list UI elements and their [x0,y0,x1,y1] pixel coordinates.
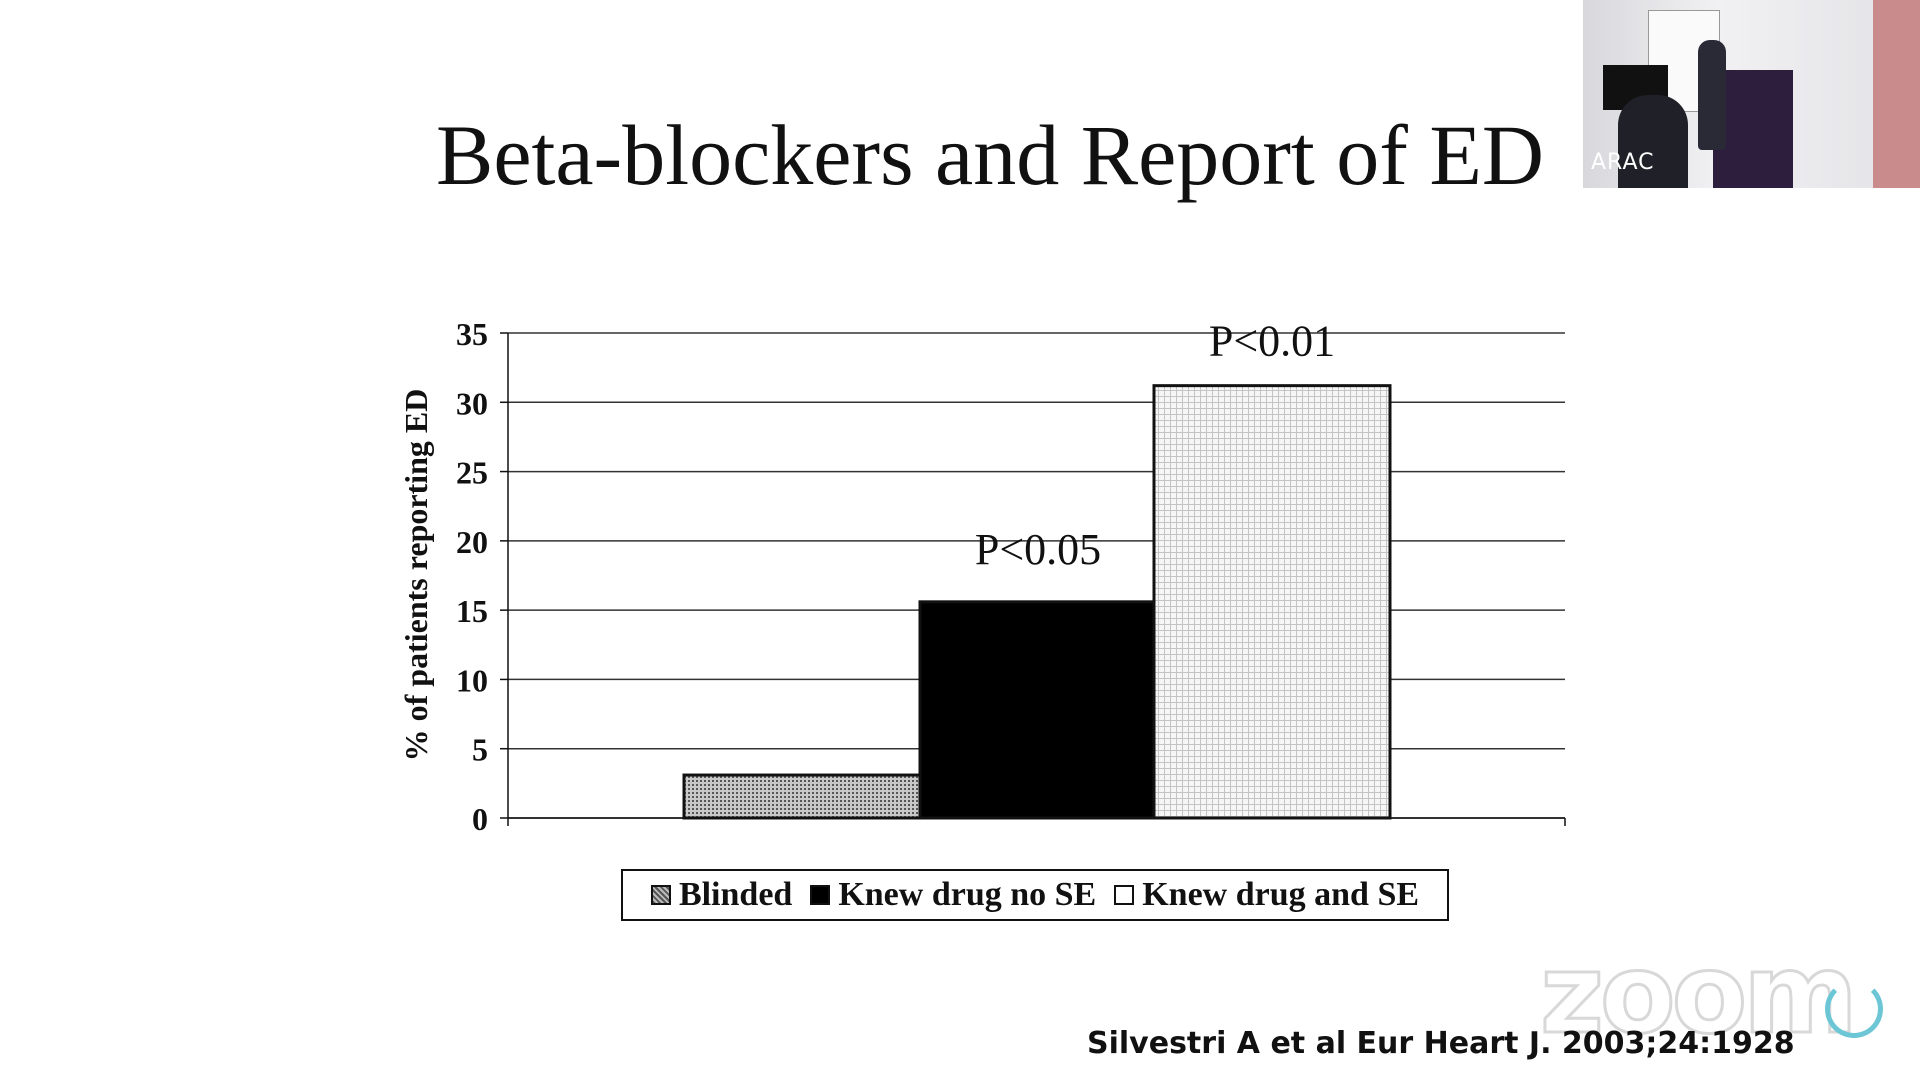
video-podium [1713,70,1793,188]
bar-knew-drug-and-se [1152,384,1392,820]
legend-label-knew-drug-and-se: Knew drug and SE [1142,876,1420,913]
speaker-video-thumbnail[interactable] [1583,0,1920,188]
legend-swatch-knew-drug-and-se [1114,885,1135,905]
legend-swatch-knew-drug-no-se [810,885,831,905]
y-tick-label-10: 10 [456,662,488,698]
y-tick-label-30: 30 [456,385,488,421]
y-tick-label-0: 0 [472,801,488,837]
legend-label-blinded: Blinded [678,876,793,913]
y-tick-label-25: 25 [456,455,488,491]
y-tick-labels: 0 5 10 15 20 25 30 35 [456,316,488,837]
zoom-watermark: zoom [1539,929,1860,1060]
y-axis-label: % of patients reporting ED [398,389,434,762]
video-pillar [1873,0,1920,188]
bars [682,384,1392,820]
annotation-bar-knew-drug-no-se: P<0.05 [975,525,1101,574]
organization-logo-icon [1825,980,1883,1038]
speaker-name-label: ARAC [1591,150,1655,175]
bar-annotations: P<0.05 P<0.01 [975,317,1335,574]
slide-citation: Silvestri A et al Eur Heart J. 2003;24:1… [1087,1026,1795,1061]
bar-knew-drug-no-se [918,600,1158,820]
legend-swatch-blinded [650,885,671,905]
y-tick-label-35: 35 [456,316,488,352]
y-tick-label-15: 15 [456,593,488,629]
legend-label-knew-drug-no-se: Knew drug no SE [838,876,1097,913]
slide-title: Beta-blockers and Report of ED [435,107,1545,203]
video-camera-operator [1618,95,1688,188]
y-tick-label-5: 5 [472,732,488,768]
bar-blinded [682,773,922,820]
legend-item-knew-drug-no-se: Knew drug no SE [810,876,1096,914]
legend-item-blinded: Blinded [650,876,793,914]
y-tick-label-20: 20 [456,524,488,560]
chart-legend: Blinded Knew drug no SE Knew drug and SE [621,869,1449,921]
annotation-bar-knew-drug-and-se: P<0.01 [1209,317,1335,366]
legend-item-knew-drug-and-se: Knew drug and SE [1114,876,1419,914]
bar-chart: 0 5 10 15 20 25 30 35 P<0.05 P<0.01 % of patient… [398,316,1566,837]
video-speaker [1698,40,1726,150]
